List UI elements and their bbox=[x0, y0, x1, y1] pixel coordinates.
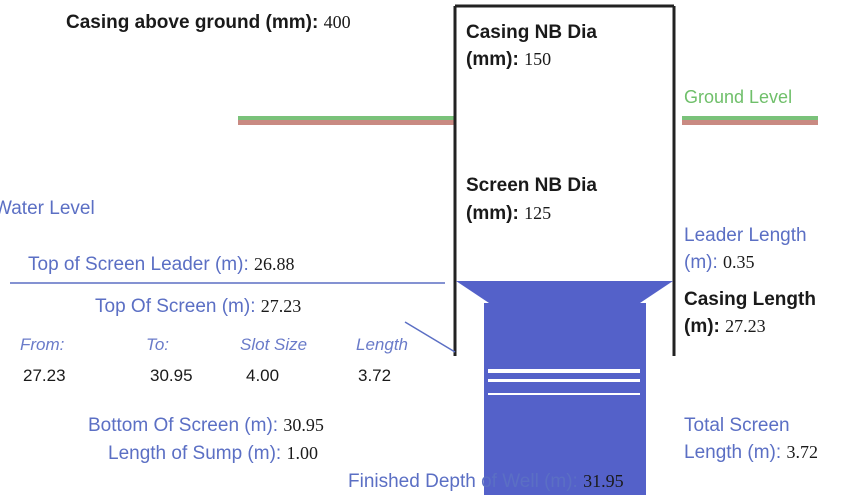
table-header-from: From: bbox=[20, 335, 65, 354]
finished-depth-label: Finished Depth of Well (m): bbox=[348, 471, 578, 492]
ground-level-line-right bbox=[682, 116, 818, 125]
casing-length: (m): 27.23 bbox=[684, 316, 766, 338]
casing-above-ground: Casing above ground (mm): 400 bbox=[66, 12, 351, 34]
total-screen-length-label: Total Screen bbox=[684, 415, 790, 436]
total-screen-length: Length (m): 3.72 bbox=[684, 442, 818, 464]
screen-nb-dia-value: 125 bbox=[524, 203, 552, 223]
screen-nb-dia-label: Screen NB Dia bbox=[466, 175, 597, 196]
well-casing bbox=[453, 4, 676, 356]
length-of-sump: Length of Sump (m): 1.00 bbox=[108, 443, 318, 465]
finished-depth-value: 31.95 bbox=[583, 471, 624, 491]
leader-length-label: Leader Length bbox=[684, 225, 807, 246]
top-screen-leader-value: 26.88 bbox=[254, 254, 295, 274]
ground-level-line-left bbox=[238, 116, 455, 125]
casing-above-ground-label: Casing above ground (mm): bbox=[66, 12, 319, 33]
casing-length-unit: (m): bbox=[684, 316, 720, 337]
water-level-label: Water Level bbox=[0, 198, 95, 219]
length-of-sump-label: Length of Sump (m): bbox=[108, 443, 282, 464]
bottom-of-screen-value: 30.95 bbox=[283, 415, 324, 435]
top-screen-leader-label: Top of Screen Leader (m): bbox=[28, 254, 249, 275]
top-of-screen: Top Of Screen (m): 27.23 bbox=[95, 296, 301, 318]
length-of-sump-value: 1.00 bbox=[286, 443, 318, 463]
casing-length-label: Casing Length bbox=[684, 289, 816, 310]
casing-length-value: 27.23 bbox=[725, 316, 766, 336]
table-header-to: To: bbox=[146, 335, 170, 354]
bottom-of-screen-label: Bottom Of Screen (m): bbox=[88, 415, 279, 436]
top-of-screen-label: Top Of Screen (m): bbox=[95, 296, 256, 317]
screen-slot bbox=[488, 393, 640, 395]
casing-nb-dia-label: Casing NB Dia bbox=[466, 22, 597, 43]
casing-above-ground-value: 400 bbox=[323, 12, 351, 32]
bottom-of-screen: Bottom Of Screen (m): 30.95 bbox=[88, 415, 324, 437]
screen-slot bbox=[488, 379, 640, 382]
screen-pointer-line bbox=[404, 321, 456, 353]
total-screen-length-value: 3.72 bbox=[786, 442, 818, 462]
casing-nb-dia-unit: (mm): bbox=[466, 49, 519, 70]
table-header-length: Length bbox=[356, 335, 408, 354]
screen-nb-dia: (mm): 125 bbox=[466, 203, 551, 225]
leader-length-value: 0.35 bbox=[723, 252, 755, 272]
leader-length-unit: (m): bbox=[684, 252, 718, 273]
table-cell-length: 3.72 bbox=[358, 366, 392, 385]
casing-nb-dia-value: 150 bbox=[524, 49, 552, 69]
top-screen-leader: Top of Screen Leader (m): 26.88 bbox=[28, 254, 295, 276]
table-header-slot-size: Slot Size bbox=[240, 335, 308, 354]
well-screen bbox=[456, 281, 673, 495]
total-screen-length-unit: Length (m): bbox=[684, 442, 782, 463]
table-cell-slot-size: 4.00 bbox=[246, 366, 280, 385]
table-cell-to: 30.95 bbox=[150, 366, 193, 385]
ground-level-label: Ground Level bbox=[684, 87, 793, 107]
top-of-screen-value: 27.23 bbox=[260, 296, 302, 316]
finished-depth: Finished Depth of Well (m): 31.95 bbox=[348, 471, 624, 493]
table-cell-from: 27.23 bbox=[23, 366, 66, 385]
leader-length: (m): 0.35 bbox=[684, 252, 755, 274]
casing-nb-dia: (mm): 150 bbox=[466, 49, 551, 71]
screen-slot bbox=[488, 369, 640, 373]
screen-nb-dia-unit: (mm): bbox=[466, 203, 519, 224]
